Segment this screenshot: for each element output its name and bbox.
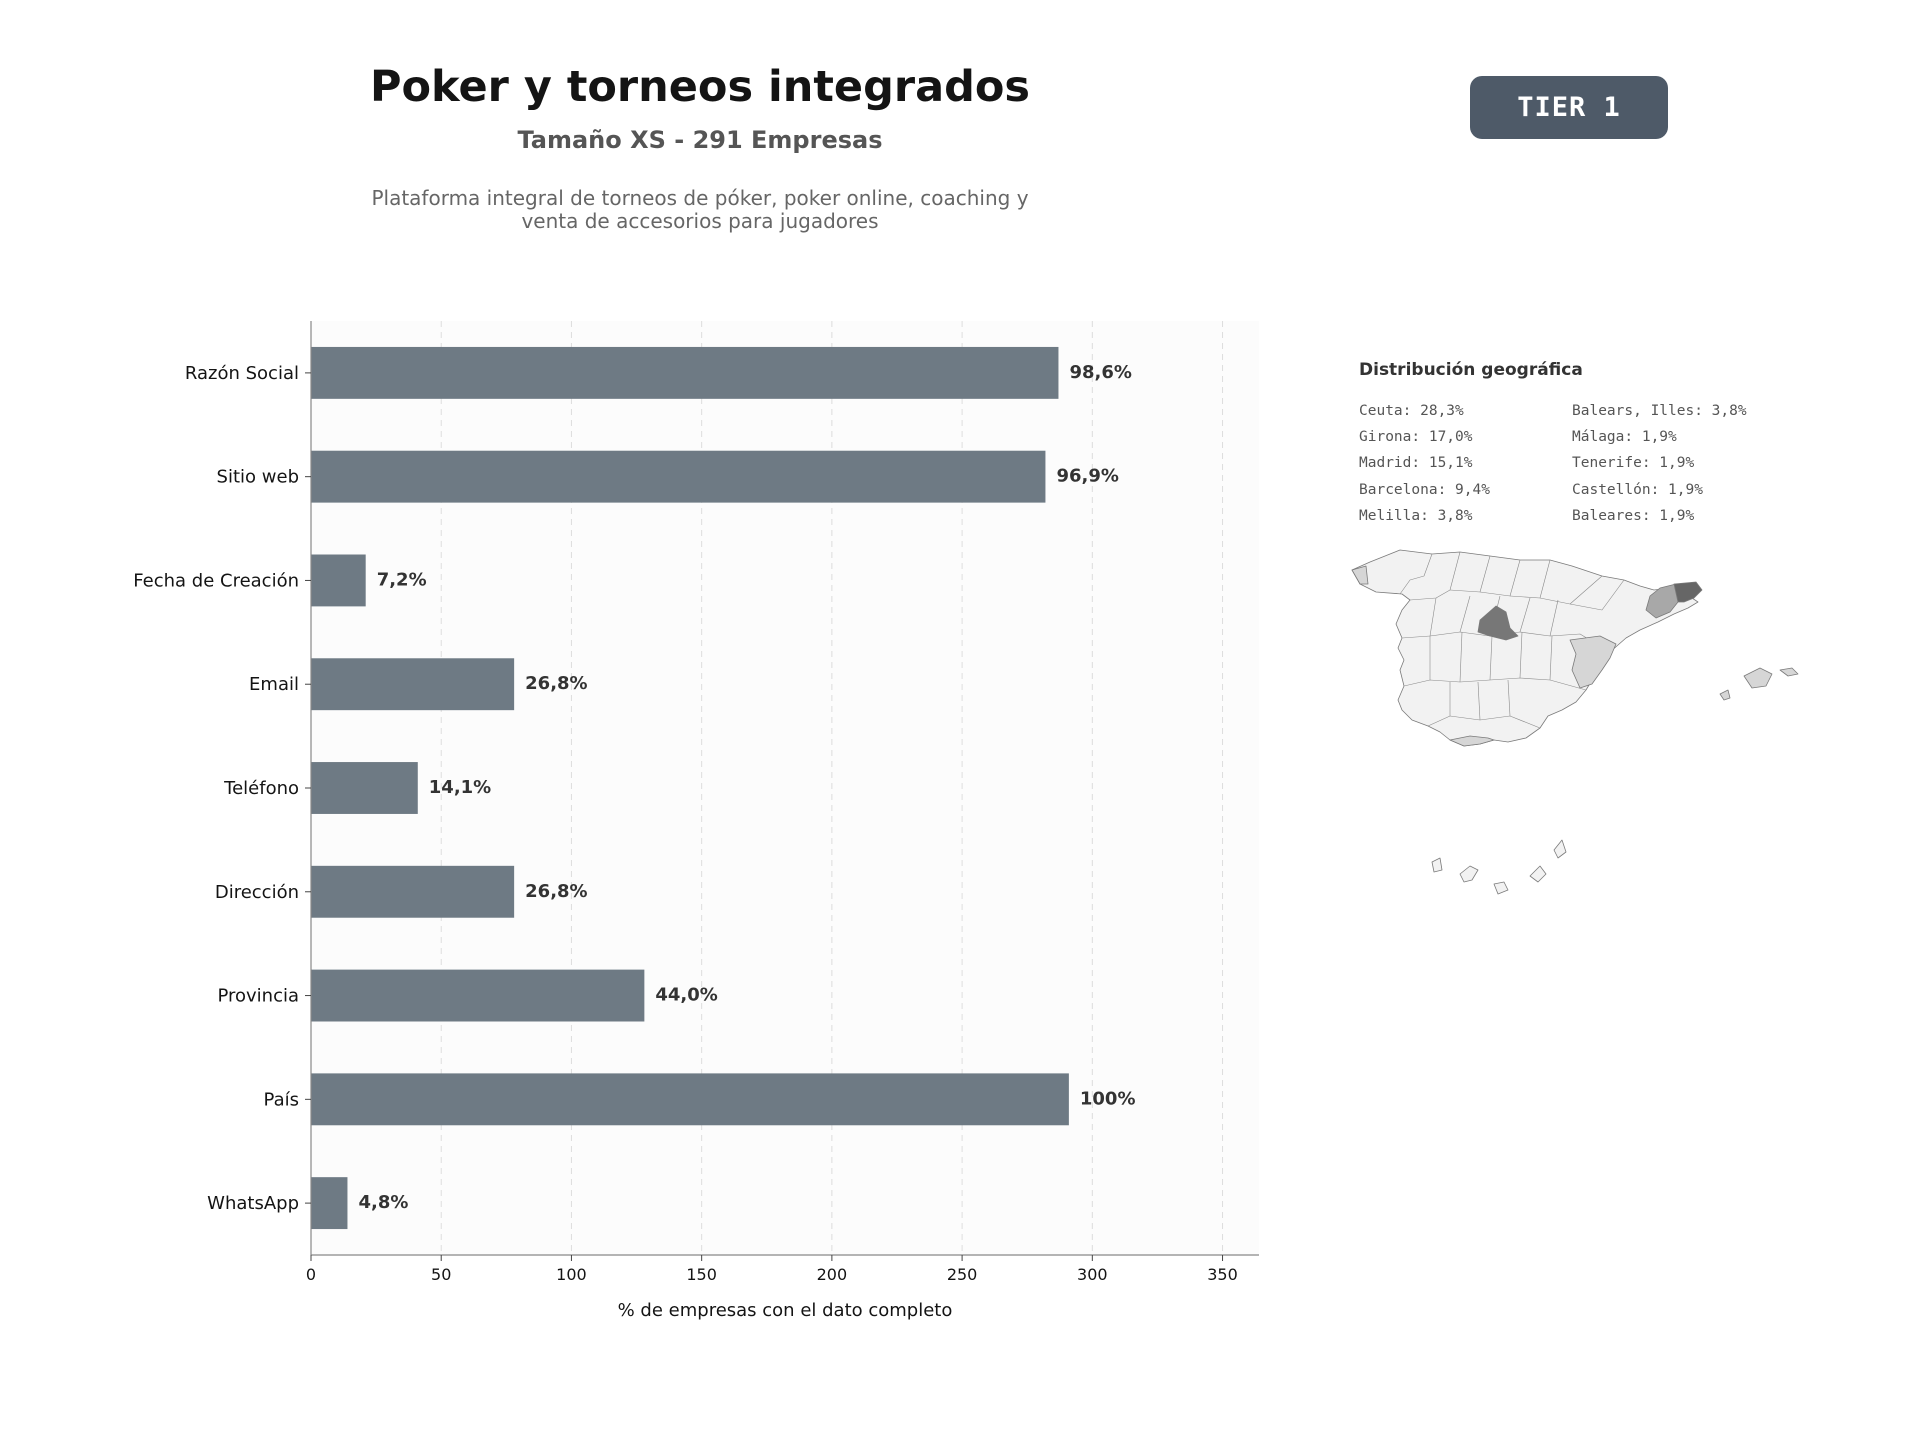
x-tick-label: 150 [686, 1265, 717, 1284]
geo-entry: Madrid: 15,1% [1359, 455, 1473, 472]
y-tick-label: Teléfono [223, 778, 299, 799]
province-girona [1673, 581, 1703, 603]
geo-list-right: Balears, Illes: 3,8% Málaga: 1,9% Teneri… [1572, 398, 1747, 529]
data-label: 44,0% [655, 985, 717, 1006]
y-tick-label: Email [249, 674, 299, 695]
geo-entry: Melilla: 3,8% [1359, 507, 1473, 524]
data-label: 26,8% [525, 673, 587, 694]
data-label: 98,6% [1069, 362, 1131, 383]
tier-badge: TIER 1 [1470, 76, 1668, 139]
x-tick-label: 200 [817, 1265, 848, 1284]
chart-subtitle: Tamaño XS - 291 Empresas [517, 126, 883, 154]
bar [311, 450, 1046, 503]
x-tick-label: 50 [431, 1265, 451, 1284]
geo-entry: Girona: 17,0% [1359, 429, 1473, 446]
x-tick-label: 350 [1207, 1265, 1238, 1284]
spain-province-map [1351, 549, 1799, 895]
labels: 0 50 100 150 200 250 300 350 Razón Social 98,6% Si… [133, 362, 1238, 1284]
y-tick-label: WhatsApp [207, 1193, 299, 1214]
x-axis-label: % de empresas con el dato completo [618, 1300, 953, 1321]
province-valencia-castellon [1569, 635, 1617, 689]
bar [311, 1073, 1069, 1126]
canary-islands [1431, 839, 1567, 895]
data-label: 4,8% [358, 1192, 408, 1213]
bar [311, 658, 515, 711]
province-malaga [1449, 735, 1495, 747]
balearic-islands-menorca [1779, 667, 1799, 677]
geo-entry: Baleares: 1,9% [1572, 507, 1695, 524]
x-tick-label: 300 [1077, 1265, 1108, 1284]
geo-entry: Málaga: 1,9% [1572, 429, 1677, 446]
x-tick-label: 100 [556, 1265, 587, 1284]
y-tick-label: País [264, 1089, 299, 1110]
data-label: 96,9% [1056, 466, 1118, 487]
bar [311, 865, 515, 918]
balearic-islands [1743, 667, 1773, 689]
x-tick-label: 0 [306, 1265, 316, 1284]
geo-entry: Tenerife: 1,9% [1572, 455, 1695, 472]
province-madrid [1477, 605, 1519, 641]
description-line-1: Plataforma integral de torneos de póker,… [371, 186, 1029, 210]
y-tick-label: Fecha de Creación [133, 570, 299, 591]
geo-entry: Balears, Illes: 3,8% [1572, 403, 1747, 419]
bar [311, 1177, 348, 1230]
bar [311, 554, 366, 607]
province-west-galicia [1351, 565, 1369, 585]
y-tick-label: Dirección [215, 882, 299, 903]
data-label: 100% [1080, 1088, 1136, 1109]
geo-entry: Castellón: 1,9% [1572, 481, 1703, 498]
y-tick-label: Sitio web [217, 467, 299, 488]
y-tick-label: Provincia [217, 986, 299, 1007]
bar [311, 762, 418, 814]
sector-description: Plataforma integral de torneos de póker,… [340, 187, 1060, 233]
description-line-2: venta de accesorios para jugadores [521, 209, 879, 233]
y-tick-label: Razón Social [185, 363, 299, 384]
geo-entry: Barcelona: 9,4% [1359, 481, 1490, 498]
data-label: 7,2% [377, 569, 427, 590]
data-label: 26,8% [525, 881, 587, 902]
bar [311, 346, 1059, 399]
data-label: 14,1% [429, 777, 491, 798]
bars [311, 346, 1069, 1230]
bar [311, 969, 645, 1022]
peninsula-map-base [1351, 549, 1699, 747]
geo-list-left: Ceuta: 28,3% Girona: 17,0% Madrid: 15,1%… [1359, 398, 1490, 529]
chart-title: Poker y torneos integrados [369, 62, 1030, 112]
balearic-islands-ibiza [1719, 689, 1731, 701]
geo-entry: Ceuta: 28,3% [1359, 403, 1464, 419]
x-tick-label: 250 [947, 1265, 978, 1284]
geo-distribution-title: Distribución geográfica [1359, 360, 1583, 380]
